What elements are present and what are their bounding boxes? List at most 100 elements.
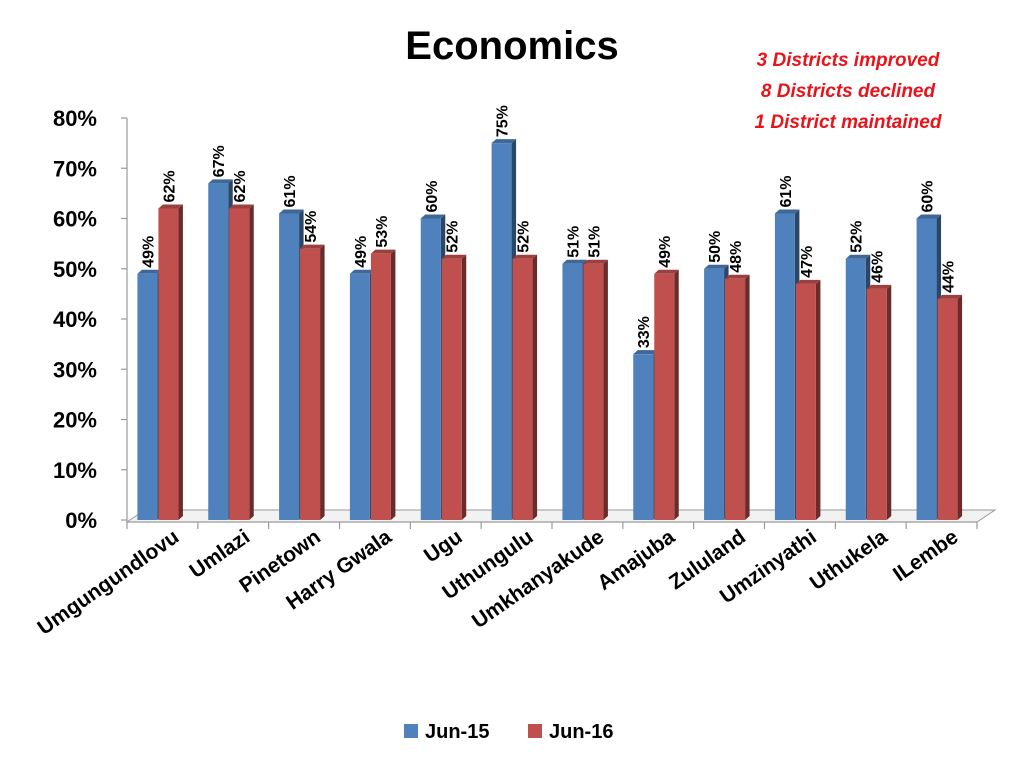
bar-jun-15-umgungundlovu [137, 269, 162, 520]
bar-jun-16-zululand [725, 274, 750, 520]
bar-top [300, 244, 325, 249]
bar-front [774, 213, 795, 520]
y-tick-label: 70% [53, 156, 97, 181]
legend-label: Jun-15 [425, 721, 489, 743]
bar-top [633, 350, 658, 355]
bar-front [845, 258, 866, 520]
bar-front [370, 253, 391, 521]
bar-top [441, 254, 467, 259]
data-label: 62% [161, 170, 178, 202]
y-tick-label: 60% [53, 207, 97, 232]
data-label: 50% [707, 231, 724, 263]
bar-front [441, 258, 462, 520]
chart-title: Economics [405, 24, 618, 68]
bar-front [654, 273, 675, 520]
bar-jun-15-uthukela [845, 254, 871, 520]
legend: Jun-15 Jun-16 [404, 721, 613, 743]
bar-jun-16-harry-gwala [370, 249, 396, 521]
bar-top [229, 204, 254, 209]
bar-top [654, 269, 679, 274]
bar-side [957, 294, 963, 520]
bar-jun-15-amajuba [633, 350, 658, 520]
bar-top [512, 254, 538, 259]
y-tick-label: 80% [53, 106, 97, 131]
bar-front [349, 273, 370, 520]
category-label: Umgungundlovu [33, 525, 183, 640]
bar-top [158, 204, 183, 209]
bar-top [725, 274, 750, 279]
bar-front [420, 218, 441, 520]
bar-top [420, 214, 446, 219]
bar-side [674, 269, 679, 520]
bar-top [866, 284, 892, 289]
y-tick-label: 10% [53, 458, 97, 483]
bar-front [208, 183, 229, 520]
bar-jun-16-amajuba [654, 269, 679, 520]
data-label: 44% [941, 261, 958, 293]
legend-label: Jun-16 [549, 721, 613, 743]
data-label: 75% [495, 105, 512, 137]
bar-jun-15-zululand [704, 264, 729, 520]
bar-front [937, 298, 958, 520]
legend-swatch [404, 724, 418, 738]
bar-jun-16-umgungundlovu [158, 204, 183, 520]
bar-side [461, 254, 467, 520]
data-label: 51% [586, 226, 603, 258]
category-label: Ugu [420, 525, 467, 567]
data-label: 62% [232, 170, 249, 202]
bar-top [583, 259, 608, 264]
data-label: 61% [282, 175, 299, 207]
data-label: 47% [799, 246, 816, 278]
data-label: 46% [870, 251, 887, 283]
bar-front [512, 258, 533, 520]
data-label: 52% [445, 221, 462, 253]
data-label: 61% [778, 175, 795, 207]
bar-jun-15-ugu [420, 214, 446, 520]
legend-swatch [528, 724, 542, 738]
bar-top [562, 259, 587, 264]
bar-jun-16-uthukela [866, 284, 892, 520]
y-tick-label: 50% [53, 257, 97, 282]
bar-top [279, 209, 304, 214]
category-label: Uthukela [806, 525, 892, 595]
bar-front [562, 263, 583, 520]
annotation-declined: 8 Districts declined [761, 81, 936, 102]
bar-top [349, 269, 375, 274]
bar-front [916, 218, 937, 520]
data-label: 52% [849, 221, 866, 253]
data-label: 33% [636, 316, 653, 348]
bar-front [795, 283, 816, 520]
bar-jun-16-umlazi [229, 204, 254, 520]
bar-front [158, 208, 179, 520]
data-label: 53% [374, 216, 391, 248]
bar-side [178, 204, 183, 520]
bar-jun-16-pinetown [300, 244, 325, 520]
bar-front [866, 288, 887, 520]
bar-top [795, 279, 821, 284]
data-label: 60% [920, 180, 937, 212]
bar-jun-15-harry-gwala [349, 269, 375, 520]
bar-side [532, 254, 538, 520]
bars [137, 139, 963, 521]
bar-jun-15-umzinyathi [774, 209, 800, 520]
data-label: 48% [728, 241, 745, 273]
data-label: 54% [303, 211, 320, 243]
bar-jun-16-ilembe [937, 294, 963, 520]
bar-front [725, 278, 746, 520]
data-label: 52% [516, 221, 533, 253]
data-label: 49% [657, 236, 674, 268]
bar-top [937, 294, 963, 299]
bar-front [137, 273, 158, 520]
data-label: 49% [353, 236, 370, 268]
bar-jun-16-umkhanyakude [583, 259, 608, 520]
bar-front [300, 248, 321, 520]
y-tick-label: 20% [53, 408, 97, 433]
bar-side [390, 249, 396, 521]
bar-side [320, 244, 325, 520]
bar-top [370, 249, 396, 254]
bar-front [704, 268, 725, 520]
data-labels: 49%62%67%62% 61%54%49%53%60%52%75%52% 51% 5… [140, 105, 957, 348]
bar-top [704, 264, 729, 269]
bar-top [845, 254, 871, 259]
